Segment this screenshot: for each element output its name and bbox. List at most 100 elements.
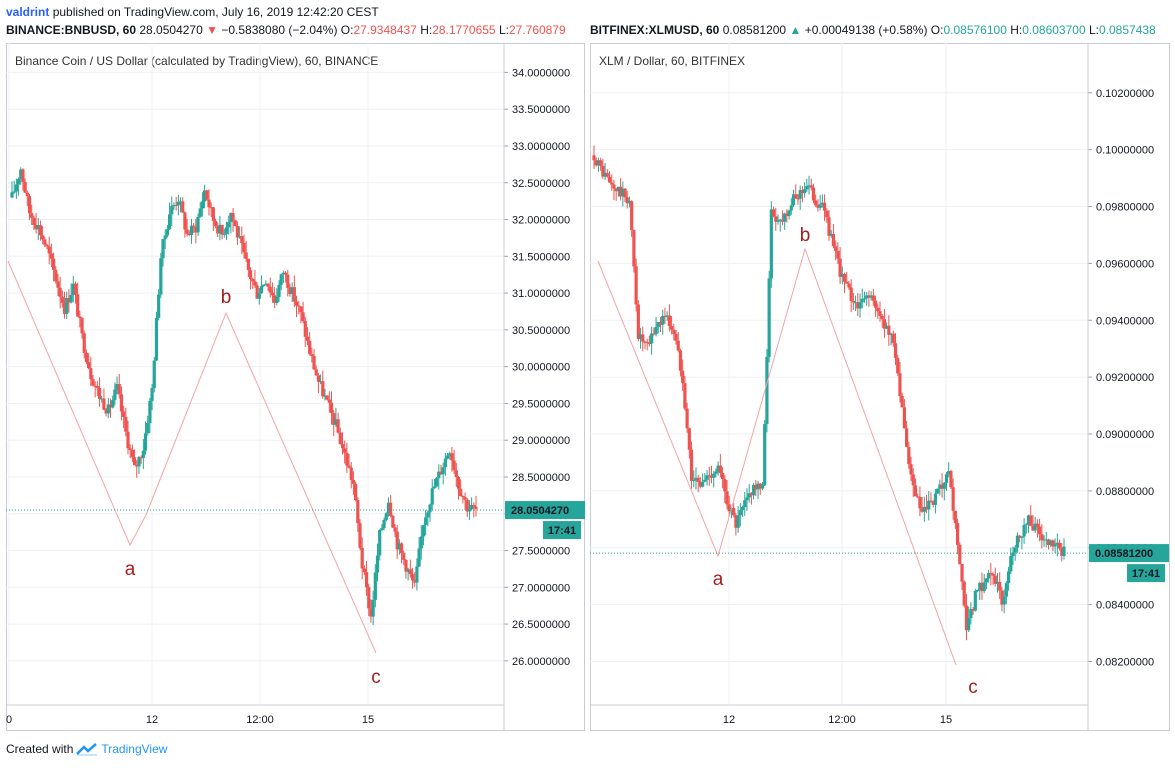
candle-body [834, 246, 838, 251]
candle-body [1029, 515, 1033, 526]
candle-body [192, 225, 196, 227]
candle-body [1040, 534, 1044, 541]
candle-body [257, 293, 261, 299]
candle-body [100, 398, 104, 400]
candle-body [270, 292, 275, 296]
candle-body [1044, 539, 1048, 541]
candle-body [135, 465, 139, 467]
high-value: 0.08603700 [1022, 23, 1086, 37]
elliott-wave-line [7, 260, 377, 654]
candle-body [170, 206, 174, 215]
candle-body [896, 357, 900, 374]
candle-body [21, 169, 25, 182]
candle-body [969, 609, 973, 619]
tradingview-brand[interactable]: TradingView [101, 742, 168, 756]
candle-body [685, 408, 689, 429]
candle-body [778, 219, 782, 221]
candle-body [661, 315, 665, 325]
candle-body [10, 192, 14, 198]
candle-body [953, 510, 957, 524]
candle-body [251, 278, 255, 282]
candle-body [820, 202, 824, 205]
candle-body [647, 343, 652, 345]
candle-body [470, 504, 474, 510]
candle-body [840, 273, 844, 277]
candle-body [681, 370, 685, 384]
candle-body [139, 457, 143, 459]
ticker-line-left: BINANCE:BNBUSD, 60 28.0504270 ▼ −0.58380… [6, 23, 584, 37]
candle-body [183, 212, 187, 230]
candle-body [369, 608, 373, 617]
chart-panel-bnb[interactable] [6, 43, 585, 731]
candle-body [242, 242, 246, 253]
candle-body [362, 568, 366, 573]
y-tick-label: 0.10000000 [1096, 145, 1154, 157]
candle-body [87, 362, 91, 369]
candle-body [878, 311, 882, 316]
candle-body [736, 515, 740, 528]
x-tick-label: 15 [362, 714, 374, 726]
candle-body [789, 205, 793, 211]
candle-body [349, 467, 353, 480]
candle-body [638, 334, 643, 339]
current-price-tag [505, 501, 585, 520]
candle-body [694, 477, 698, 481]
candle-body [689, 449, 694, 481]
candle-body [760, 485, 765, 489]
candle-body [701, 481, 705, 487]
candle-body [933, 493, 938, 505]
candle-body [623, 188, 627, 198]
candle-body [45, 244, 49, 247]
candlestick-chart-bnb[interactable]: 34.0000000 33.5000000 33.0000000 32.5000000… [6, 43, 585, 731]
wave-label-a: a [713, 569, 724, 590]
candle-body [167, 214, 172, 230]
candle-body [924, 506, 929, 510]
candle-body [947, 470, 951, 475]
candle-body [174, 204, 178, 206]
candle-body [273, 295, 277, 303]
candle-body [461, 496, 465, 498]
candle-body [654, 326, 658, 335]
candle-body [891, 333, 895, 344]
y-tick-label: 0.08400000 [1096, 600, 1154, 612]
candle-body [754, 484, 758, 490]
candle-body [143, 433, 148, 451]
candle-body [909, 464, 913, 475]
candle-body [157, 294, 161, 318]
candle-body [658, 322, 663, 325]
candle-body [402, 553, 406, 560]
candle-body [811, 187, 816, 201]
candle-body [780, 219, 785, 222]
candle-body [769, 209, 773, 279]
candle-body [141, 450, 145, 459]
candle-body [211, 207, 215, 221]
candle-body [605, 173, 609, 177]
candle-body [882, 319, 887, 329]
candle-body [674, 333, 678, 341]
last-price: 28.0504270 [139, 23, 203, 37]
candle-body [594, 160, 598, 166]
candle-body [940, 484, 944, 489]
candle-body [316, 375, 321, 382]
candle-body [397, 543, 401, 550]
y-tick-label: 33.5000000 [512, 104, 570, 116]
candlestick-chart-xlm[interactable]: 0.10200000 0.10000000 0.09800000 0.09600000… [590, 43, 1170, 731]
tradingview-logo-icon [76, 743, 98, 756]
chart-panel-xlm[interactable] [590, 43, 1170, 731]
candle-body [709, 475, 714, 478]
x-tick-label: 12 [146, 714, 158, 726]
candle-body [69, 295, 73, 303]
candle-body [944, 474, 949, 483]
candle-body [707, 475, 711, 477]
candle-body [303, 321, 307, 337]
candle-body [858, 302, 862, 309]
publish-info: published on TradingView.com, July 16, 2… [52, 5, 379, 19]
countdown-tag [1127, 564, 1165, 583]
candle-body [122, 411, 126, 417]
candle-body [827, 217, 831, 236]
author-name[interactable]: valdrint [6, 5, 50, 19]
candle-body [714, 471, 718, 474]
candle-body [918, 497, 922, 509]
x-tick-label: 0 [6, 714, 12, 726]
open-value: 0.08576100 [943, 23, 1007, 37]
